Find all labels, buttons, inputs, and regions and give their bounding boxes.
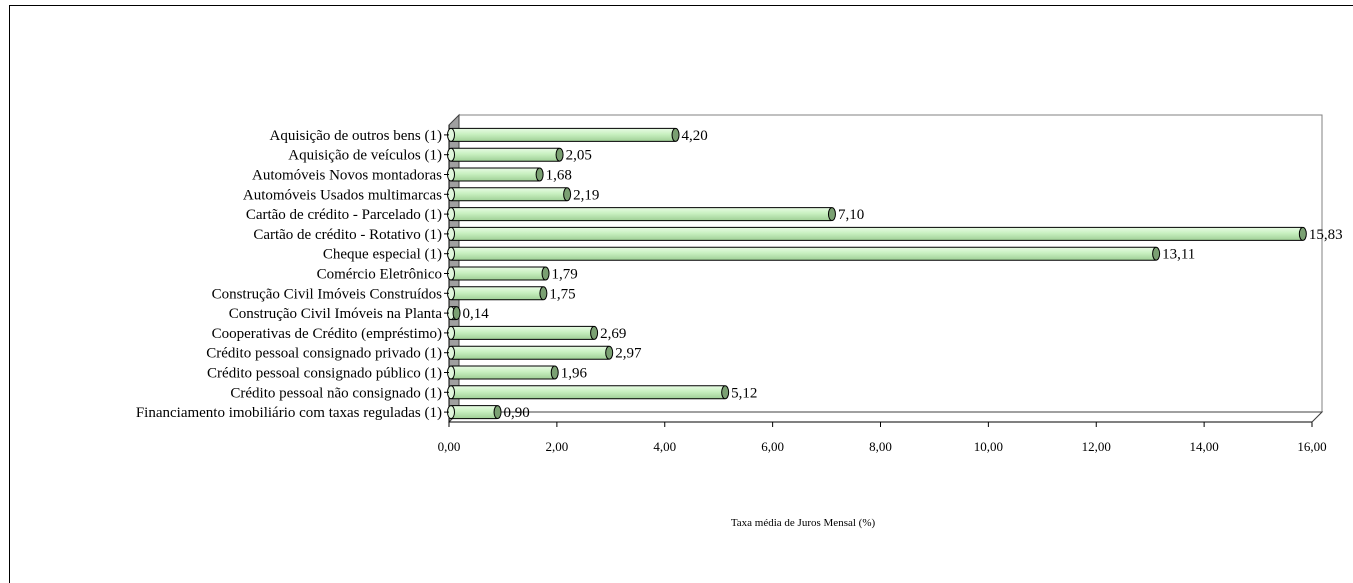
data-label: 2,69 (600, 326, 626, 342)
x-tick-label: 12,00 (1082, 439, 1111, 454)
category-label: Aquisição de outros bens (1) (270, 128, 442, 144)
x-tick-label: 14,00 (1190, 439, 1219, 454)
category-label: Automóveis Usados multimarcas (243, 187, 442, 203)
bar (450, 246, 1157, 261)
category-label: Construção Civil Imóveis Construídos (212, 286, 443, 302)
bar-end-cap (827, 207, 836, 222)
data-label: 15,83 (1309, 227, 1343, 243)
bar-end-cap (721, 385, 730, 400)
bar-end-cap (605, 345, 614, 360)
bar-end-cap (539, 286, 548, 301)
bar (450, 325, 595, 340)
bar-end-cap (452, 306, 461, 321)
bar-end-cap (535, 167, 544, 182)
x-tick-label: 0,00 (438, 439, 461, 454)
x-tick-label: 4,00 (653, 439, 676, 454)
bar (450, 147, 561, 162)
category-label: Cooperativas de Crédito (empréstimo) (212, 326, 442, 342)
bar (450, 207, 833, 222)
bar (450, 187, 568, 202)
bar-end-cap (590, 325, 599, 340)
bar-end-cap (550, 365, 559, 380)
category-label: Financiamento imobiliário com taxas regu… (136, 405, 442, 421)
bar-end-cap (1152, 246, 1161, 261)
bar (450, 385, 726, 400)
category-label: Aquisição de veículos (1) (288, 148, 442, 164)
x-tick-label: 8,00 (869, 439, 892, 454)
bar-end-cap (563, 187, 572, 202)
bar-end-cap (671, 127, 680, 142)
data-label: 1,79 (552, 267, 578, 283)
bar (450, 127, 677, 142)
x-tick-label: 2,00 (546, 439, 569, 454)
data-label: 2,97 (615, 346, 642, 362)
bar (450, 266, 547, 281)
x-tick-label: 16,00 (1297, 439, 1326, 454)
data-label: 1,96 (561, 366, 588, 382)
data-label: 0,90 (504, 405, 530, 421)
category-label: Cheque especial (1) (323, 247, 442, 263)
category-label: Automóveis Novos montadoras (252, 168, 442, 184)
bar (450, 405, 499, 420)
bar (450, 167, 541, 182)
bar (450, 226, 1304, 241)
category-label: Crédito pessoal não consignado (1) (230, 385, 442, 401)
data-label: 2,05 (566, 148, 592, 164)
bar (450, 286, 544, 301)
data-label: 1,75 (549, 286, 575, 302)
data-label: 5,12 (731, 385, 757, 401)
data-label: 7,10 (838, 207, 864, 223)
bar-end-cap (541, 266, 550, 281)
data-label: 2,19 (573, 187, 599, 203)
bar-end-cap (555, 147, 564, 162)
bar (450, 345, 610, 360)
plot-floor (447, 411, 1324, 423)
bar (450, 365, 556, 380)
labels: 0,00 2,00 4,00 6,00 8,00 10,00 12,00 14,00 16,00… (136, 128, 1343, 454)
data-label: 0,14 (463, 306, 490, 322)
data-label: 1,68 (546, 168, 572, 184)
bars (447, 127, 1307, 420)
data-label: 4,20 (682, 128, 708, 144)
category-label: Construção Civil Imóveis na Planta (229, 306, 443, 322)
category-label: Cartão de crédito - Rotativo (1) (253, 227, 442, 243)
category-label: Cartão de crédito - Parcelado (1) (246, 207, 442, 223)
bar-end-cap (493, 405, 502, 420)
category-label: Crédito pessoal consignado público (1) (207, 366, 442, 382)
category-label: Comércio Eletrônico (317, 267, 442, 283)
category-label: Crédito pessoal consignado privado (1) (206, 346, 442, 362)
x-tick-label: 6,00 (761, 439, 784, 454)
x-tick-label: 10,00 (974, 439, 1003, 454)
data-label: 13,11 (1162, 247, 1195, 263)
bar-end-cap (1298, 226, 1307, 241)
x-axis-title: Taxa média de Juros Mensal (%) (731, 517, 876, 529)
